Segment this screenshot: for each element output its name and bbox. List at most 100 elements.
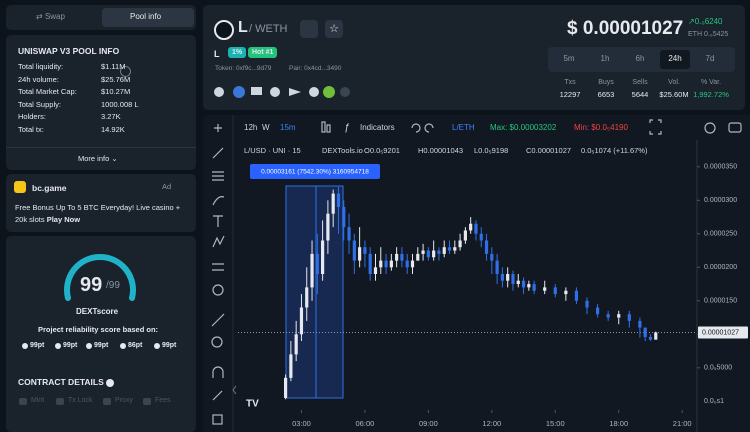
candle-body bbox=[447, 247, 452, 251]
interval-active[interactable]: 15m bbox=[280, 123, 296, 132]
timeframe[interactable]: 7d bbox=[705, 54, 715, 63]
token-address[interactable]: Token: 0xf9c...9d79 bbox=[215, 65, 272, 72]
tool-fib[interactable] bbox=[212, 171, 224, 181]
eth-price: ETH 0.₀5425 bbox=[688, 31, 729, 38]
tab-pool-bg[interactable] bbox=[102, 8, 194, 27]
tool-emoji[interactable] bbox=[212, 284, 224, 296]
ad-cta[interactable]: Play Now bbox=[46, 215, 81, 224]
candle-body bbox=[532, 284, 536, 291]
contract-icon bbox=[19, 398, 27, 405]
drawing-tools bbox=[211, 119, 742, 425]
stat-label: Sells bbox=[632, 79, 648, 86]
timeframe[interactable]: 5m bbox=[563, 54, 575, 63]
tab-pool[interactable]: Pool info bbox=[130, 12, 162, 21]
candle-type[interactable] bbox=[321, 121, 326, 133]
price-change: ↗0.₀6240 bbox=[688, 17, 723, 26]
contract-icon bbox=[56, 398, 64, 405]
ad-text[interactable]: Free Bonus Up To 5 BTC Everyday! Live ca… bbox=[15, 202, 187, 226]
tool-lock-draw[interactable] bbox=[212, 390, 223, 401]
tool-line[interactable] bbox=[212, 147, 224, 159]
candle-body bbox=[426, 250, 430, 258]
icon[interactable] bbox=[289, 88, 301, 96]
candle-body bbox=[553, 287, 557, 295]
icon[interactable] bbox=[270, 87, 280, 97]
indicators-icon[interactable]: ƒ bbox=[344, 123, 350, 134]
pair-address[interactable]: Pair: 0x4cd...3490 bbox=[289, 65, 342, 72]
tab-swap[interactable]: ⇄ Swap bbox=[36, 12, 65, 21]
measure-label: 0.00003161 (7542.30%) 3160954718 bbox=[261, 169, 369, 176]
contract-item: Proxy bbox=[115, 397, 133, 404]
collapse-arrow[interactable] bbox=[232, 385, 237, 395]
gauge-arc bbox=[64, 253, 136, 301]
candle-body bbox=[416, 253, 420, 261]
pair: / WETH bbox=[249, 23, 288, 35]
tool-ruler[interactable] bbox=[211, 313, 225, 327]
watch-button[interactable] bbox=[300, 20, 318, 38]
tool-pattern[interactable] bbox=[212, 235, 225, 248]
icon[interactable] bbox=[309, 87, 319, 97]
undo-redo[interactable] bbox=[411, 123, 434, 133]
pair-toggle[interactable]: L/ETH bbox=[452, 123, 475, 132]
fullscreen[interactable] bbox=[649, 119, 662, 135]
timeframe-active-bg[interactable] bbox=[660, 50, 690, 69]
interval[interactable]: W bbox=[262, 123, 270, 132]
y-floor-label: 0.0₀s1 bbox=[704, 398, 724, 405]
tool-cross[interactable] bbox=[214, 124, 222, 132]
y-tick-label: 0.0000200 bbox=[704, 264, 737, 271]
tool-magnet[interactable] bbox=[212, 366, 224, 378]
candle-type[interactable] bbox=[326, 124, 331, 133]
icon[interactable] bbox=[214, 87, 224, 97]
info-icon bbox=[106, 378, 115, 387]
candle-body bbox=[389, 260, 393, 268]
timeframe[interactable]: 1h bbox=[600, 54, 610, 63]
tool-zoom[interactable] bbox=[211, 336, 223, 348]
candle-body bbox=[453, 247, 457, 251]
candle-body bbox=[506, 273, 510, 281]
more-info-label[interactable]: More info bbox=[78, 154, 110, 163]
lock-icon bbox=[120, 66, 131, 77]
candle-body bbox=[511, 273, 515, 285]
x-tick-label: 18:00 bbox=[609, 419, 628, 428]
favorite-button[interactable]: ☆ bbox=[325, 20, 343, 38]
icon[interactable] bbox=[340, 87, 350, 97]
pool-value: 14.92K bbox=[101, 125, 125, 134]
candle-body bbox=[352, 240, 356, 261]
timeframe[interactable]: 24h bbox=[668, 54, 682, 63]
tool-brush[interactable] bbox=[212, 196, 225, 206]
measure-box bbox=[250, 164, 380, 179]
timeframe[interactable]: 6h bbox=[635, 54, 645, 63]
max-price: Max: $0.00003202 bbox=[490, 123, 557, 132]
token-logo bbox=[214, 20, 234, 40]
icon[interactable] bbox=[323, 86, 335, 98]
icon[interactable] bbox=[251, 87, 262, 95]
indicators[interactable]: Indicators bbox=[360, 123, 395, 132]
interval[interactable]: 12h bbox=[244, 123, 257, 132]
x-tick-label: 03:00 bbox=[292, 419, 311, 428]
tv-logo: TV bbox=[246, 399, 259, 410]
icon[interactable] bbox=[233, 86, 245, 98]
price-change-value: 0.₀6240 bbox=[694, 17, 723, 26]
screenshot[interactable] bbox=[728, 122, 742, 133]
score-point: 99pt bbox=[30, 342, 45, 349]
ad-copy[interactable]: Free Bonus Up To 5 BTC Everyday! Live ca… bbox=[15, 203, 181, 224]
candle-body bbox=[654, 332, 658, 340]
legend-value: O0.0₅9201 bbox=[364, 146, 400, 155]
pool-panel: UNISWAP V3 POOL INFO More info ⌄ bbox=[6, 35, 196, 170]
tool-measure[interactable] bbox=[212, 263, 224, 271]
candle-body bbox=[500, 273, 505, 281]
candle-body bbox=[305, 287, 309, 308]
candle-body bbox=[527, 284, 531, 288]
tool-trash[interactable] bbox=[212, 414, 223, 425]
contract-icon bbox=[143, 398, 151, 405]
settings[interactable] bbox=[704, 122, 716, 134]
tab-swap-label[interactable]: Swap bbox=[44, 12, 65, 21]
chart-subtitle: DEXTools.io bbox=[322, 146, 363, 155]
more-info[interactable]: More info ⌄ bbox=[78, 154, 118, 163]
measure-range bbox=[285, 185, 344, 399]
legend-value: L0.0₅9198 bbox=[474, 146, 508, 155]
score-icon bbox=[120, 343, 126, 349]
tool-text[interactable] bbox=[213, 215, 223, 227]
price: $ 0.00001027 bbox=[567, 18, 684, 39]
stat-label: Txs bbox=[564, 79, 576, 86]
